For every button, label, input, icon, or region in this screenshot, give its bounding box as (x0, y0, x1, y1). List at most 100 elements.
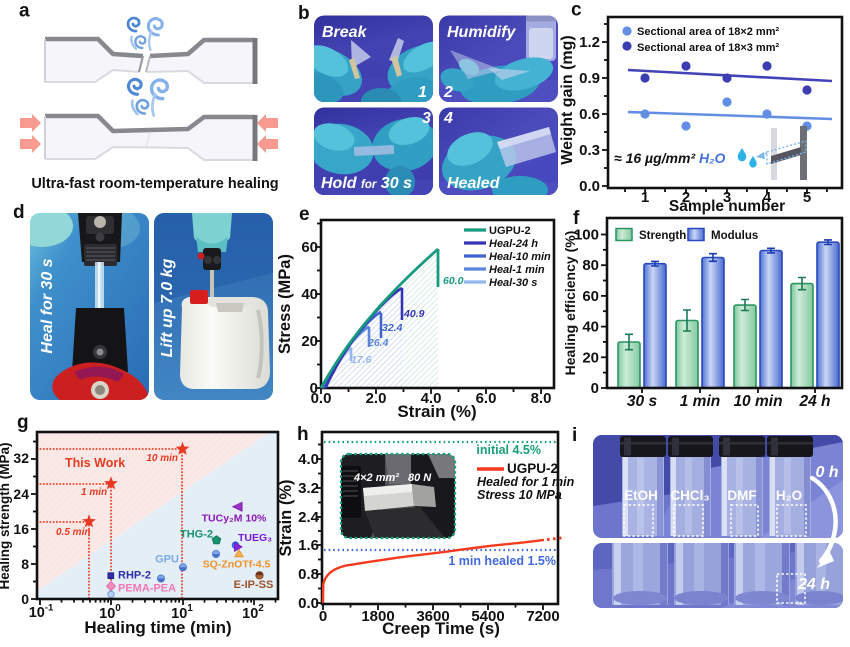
svg-text:Stress 10 MPa: Stress 10 MPa (477, 488, 562, 502)
svg-text:Heal-10 min: Heal-10 min (489, 251, 551, 263)
svg-text:0 h: 0 h (815, 464, 838, 481)
svg-text:d: d (13, 202, 25, 223)
svg-text:10 min: 10 min (733, 393, 782, 410)
svg-text:Healed: Healed (447, 175, 501, 192)
svg-text:100: 100 (574, 227, 599, 244)
svg-text:Humidify: Humidify (447, 24, 517, 41)
svg-text:1 min: 1 min (680, 393, 720, 410)
svg-text:g: g (17, 412, 29, 433)
svg-text:Heal-30 s: Heal-30 s (489, 277, 537, 289)
svg-text:EtOH: EtOH (624, 488, 658, 503)
svg-text:1 min healed 1.5%: 1 min healed 1.5% (448, 554, 556, 568)
svg-text:Healing efficiency (%): Healing efficiency (%) (562, 231, 578, 376)
svg-text:E-IP-SS: E-IP-SS (234, 579, 274, 591)
svg-text:Healing time (min): Healing time (min) (84, 618, 231, 637)
svg-text:1 min: 1 min (81, 487, 107, 498)
svg-text:60: 60 (582, 288, 599, 305)
svg-text:3: 3 (723, 189, 731, 206)
svg-text:Sample number: Sample number (669, 198, 785, 215)
svg-text:Creep Time (s): Creep Time (s) (382, 619, 500, 638)
svg-text:4.0: 4.0 (298, 451, 319, 468)
svg-text:30 s: 30 s (627, 393, 658, 410)
svg-text:Healing strength (MPa): Healing strength (MPa) (0, 442, 12, 589)
svg-text:b: b (298, 3, 310, 24)
svg-text:Modulus: Modulus (711, 230, 758, 242)
svg-text:Heal-1 min: Heal-1 min (489, 264, 545, 276)
svg-text:0.0: 0.0 (298, 595, 319, 612)
svg-text:0.0: 0.0 (579, 178, 600, 195)
svg-text:4×2 mm²: 4×2 mm² (353, 472, 399, 484)
svg-text:This Work: This Work (65, 456, 125, 470)
svg-text:Weight gain (mg): Weight gain (mg) (559, 35, 576, 164)
svg-text:SQ-ZnOTf-4.5: SQ-ZnOTf-4.5 (203, 558, 271, 570)
svg-text:TUEG₃: TUEG₃ (238, 532, 272, 544)
svg-text:0: 0 (310, 380, 318, 397)
svg-text:0.0: 0.0 (311, 390, 332, 407)
svg-text:80 N: 80 N (408, 472, 432, 484)
svg-text:0.5 min: 0.5 min (56, 527, 90, 538)
svg-text:24 h: 24 h (798, 393, 830, 410)
svg-text:0: 0 (21, 591, 29, 607)
svg-text:0.8: 0.8 (298, 566, 319, 583)
svg-text:80: 80 (582, 257, 599, 274)
svg-text:0.6: 0.6 (579, 106, 600, 123)
svg-text:i: i (572, 425, 577, 446)
svg-text:UGPU-2: UGPU-2 (507, 461, 558, 476)
svg-text:4: 4 (763, 189, 772, 206)
svg-text:2: 2 (682, 189, 690, 206)
svg-text:a: a (19, 1, 30, 22)
svg-text:3.2: 3.2 (298, 480, 319, 497)
svg-text:UGPU-2: UGPU-2 (489, 225, 531, 237)
svg-text:0.3: 0.3 (579, 142, 600, 159)
svg-text:1.6: 1.6 (298, 537, 319, 554)
svg-text:Ultra-fast room-temperature he: Ultra-fast room-temperature healing (31, 176, 278, 192)
svg-text:2.4: 2.4 (298, 509, 320, 526)
svg-text:1: 1 (418, 84, 427, 101)
svg-text:0: 0 (319, 608, 327, 625)
svg-text:Heal for 30 s: Heal for 30 s (39, 258, 56, 353)
svg-text:32: 32 (13, 450, 29, 466)
svg-text:Lift up 7.0 kg: Lift up 7.0 kg (159, 258, 176, 357)
svg-text:40.9: 40.9 (403, 308, 425, 320)
svg-text:f: f (573, 208, 580, 229)
svg-text:TUCy₂M 10%: TUCy₂M 10% (202, 513, 267, 525)
svg-text:20: 20 (582, 349, 599, 366)
svg-text:Strain (%): Strain (%) (397, 402, 476, 421)
svg-text:Healed for 1 min: Healed for 1 min (477, 475, 575, 489)
svg-text:Break: Break (322, 24, 368, 41)
svg-text:CHCl₃: CHCl₃ (670, 488, 709, 503)
svg-text:40: 40 (582, 319, 599, 336)
svg-text:initial 4.5%: initial 4.5% (476, 443, 541, 457)
svg-text:40: 40 (301, 286, 318, 303)
svg-text:THG-2: THG-2 (180, 529, 213, 541)
svg-text:Strain (%): Strain (%) (277, 479, 295, 556)
svg-text:e: e (299, 204, 310, 225)
svg-text:0: 0 (591, 380, 599, 397)
svg-text:DMF: DMF (727, 488, 756, 503)
svg-text:Hold for 30 s: Hold for 30 s (321, 175, 412, 192)
svg-text:RHP-2: RHP-2 (118, 570, 151, 582)
svg-text:PEMA-PEA: PEMA-PEA (118, 583, 176, 595)
svg-text:4.0: 4.0 (421, 390, 442, 407)
svg-text:Strength: Strength (639, 230, 686, 242)
svg-text:3: 3 (422, 110, 431, 127)
svg-text:c: c (571, 0, 582, 21)
svg-text:60: 60 (301, 239, 318, 256)
svg-text:Heal-24 h: Heal-24 h (489, 238, 538, 250)
svg-text:Sectional area of 18×2 mm²: Sectional area of 18×2 mm² (637, 26, 779, 38)
svg-text:10 min: 10 min (146, 453, 178, 464)
svg-text:6.0: 6.0 (476, 390, 497, 407)
svg-text:h: h (297, 424, 309, 445)
svg-text:H₂O: H₂O (776, 488, 802, 503)
svg-text:4: 4 (443, 110, 453, 127)
svg-text:Sectional area of 18×3 mm²: Sectional area of 18×3 mm² (637, 42, 779, 54)
svg-text:GPU: GPU (155, 554, 179, 566)
svg-text:7200: 7200 (526, 608, 559, 625)
svg-text:32.4: 32.4 (382, 322, 403, 334)
svg-text:2.0: 2.0 (366, 390, 387, 407)
svg-text:17.6: 17.6 (351, 354, 372, 366)
svg-text:8.0: 8.0 (531, 390, 552, 407)
svg-text:24 h: 24 h (797, 576, 830, 593)
svg-text:26.4: 26.4 (367, 337, 389, 349)
svg-text:5: 5 (803, 189, 811, 206)
